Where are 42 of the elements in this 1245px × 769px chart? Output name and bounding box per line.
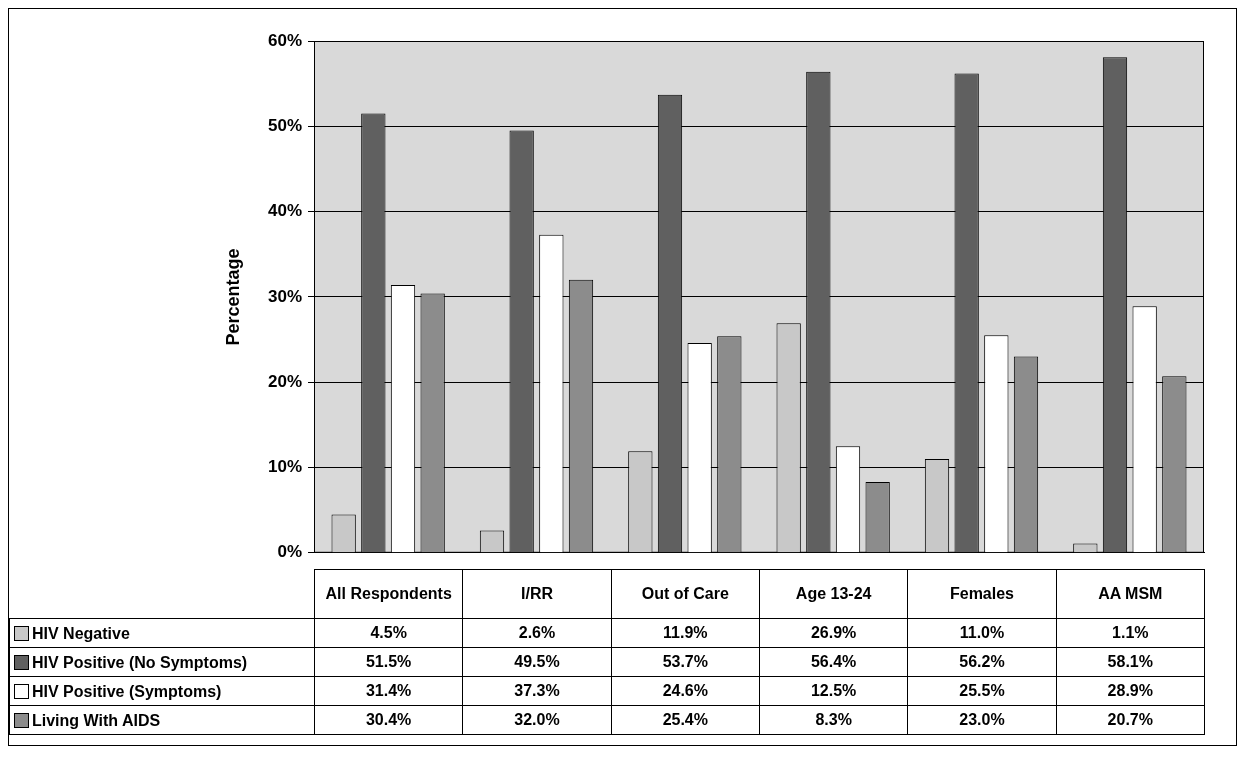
data-label: 12.5% <box>759 676 908 706</box>
y-tick-label: 20% <box>267 371 302 391</box>
data-label: 58.1% <box>1056 647 1205 677</box>
x-tick-label: Age 13-24 <box>759 569 908 619</box>
data-label: 11.0% <box>907 618 1057 648</box>
legend-label: HIV Negative <box>32 624 130 642</box>
data-label: 8.3% <box>759 705 908 735</box>
y-tick-label: 60% <box>267 30 302 50</box>
data-label: 26.9% <box>759 618 908 648</box>
data-label: 37.3% <box>462 676 612 706</box>
legend-label: HIV Positive (Symptoms) <box>32 682 222 700</box>
data-label: 56.4% <box>759 647 908 677</box>
legend-label: Living With AIDS <box>32 711 161 729</box>
data-label: 2.6% <box>462 618 612 648</box>
x-tick-label: AA MSM <box>1056 569 1205 619</box>
data-label: 32.0% <box>462 705 612 735</box>
data-label: 23.0% <box>907 705 1057 735</box>
data-label: 20.7% <box>1056 705 1205 735</box>
x-tick-label: All Respondents <box>314 569 463 619</box>
data-label: 1.1% <box>1056 618 1205 648</box>
data-label: 25.5% <box>907 676 1057 706</box>
data-label: 30.4% <box>314 705 463 735</box>
data-label: 51.5% <box>314 647 463 677</box>
data-label: 56.2% <box>907 647 1057 677</box>
data-label: 11.9% <box>611 618 760 648</box>
y-tick-label: 50% <box>267 115 302 135</box>
data-label: 53.7% <box>611 647 760 677</box>
y-tick-label: 40% <box>267 201 302 221</box>
data-label: 24.6% <box>611 676 760 706</box>
data-label: 28.9% <box>1056 676 1205 706</box>
data-label: 49.5% <box>462 647 612 677</box>
x-tick-label: Out of Care <box>611 569 760 619</box>
y-axis-title: Percentage <box>222 248 243 346</box>
y-tick-label: 0% <box>277 542 302 562</box>
x-tick-label: Females <box>907 569 1057 619</box>
data-label: 31.4% <box>314 676 463 706</box>
legend-label: HIV Positive (No Symptoms) <box>32 653 248 671</box>
y-tick-label: 30% <box>267 286 302 306</box>
data-label: 4.5% <box>314 618 463 648</box>
data-label: 25.4% <box>611 705 760 735</box>
x-tick-label: I/RR <box>462 569 612 619</box>
y-tick-label: 10% <box>267 457 302 477</box>
